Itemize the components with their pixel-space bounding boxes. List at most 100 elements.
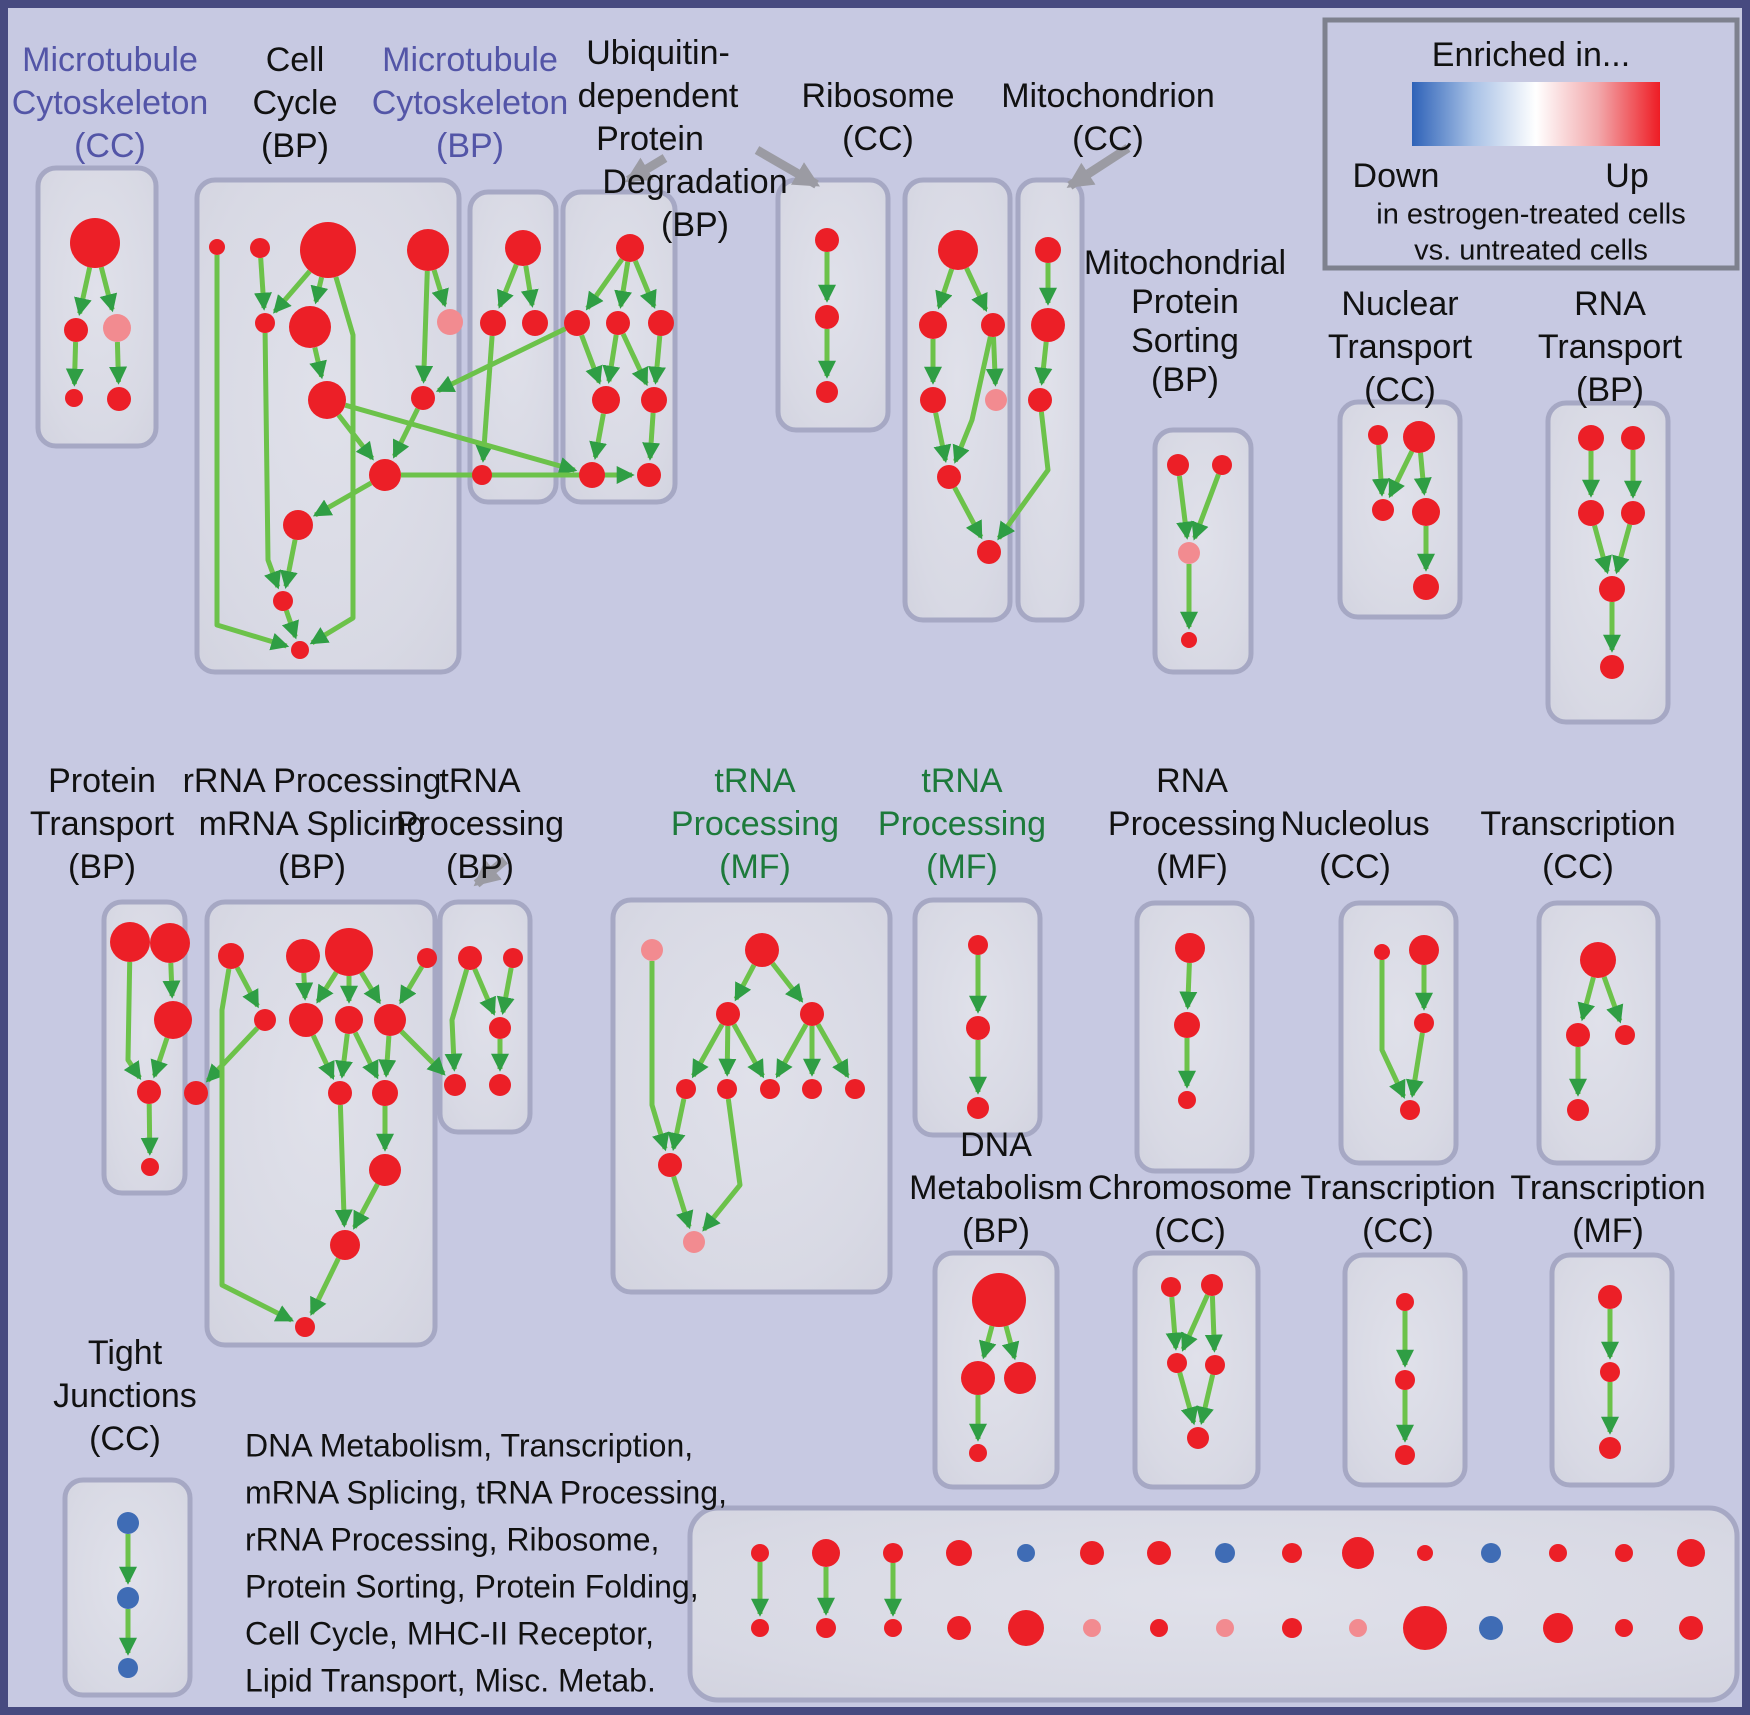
cluster-label-rna-transport-bp: (BP) xyxy=(1576,371,1644,409)
edge-trna-processing-mf-large xyxy=(718,1025,737,1077)
go-term-node-transcription-cc-upper-0 xyxy=(1580,942,1616,978)
edge-rna-transport-bp xyxy=(1612,523,1633,575)
nodes xyxy=(64,82,1705,1678)
go-term-node-trna-processing-mf-large-4 xyxy=(676,1079,696,1099)
go-term-node-ribosome-cc-3 xyxy=(920,387,946,413)
go-term-node-rrna-processing-mrna-splicing-bp-0 xyxy=(218,943,244,969)
cluster-box-dna-metabolism-bp xyxy=(932,1250,1060,1490)
go-term-node-mitochondrial-protein-sorting-bp-1 xyxy=(1212,455,1232,475)
go-term-node-chromosome-cc-3 xyxy=(1205,1355,1225,1375)
go-term-node-dna-metabolism-bp-3 xyxy=(969,1444,987,1462)
edge-nuclear-transport-cc xyxy=(1387,450,1415,499)
misc-category-text-line: Cell Cycle, MHC-II Receptor, xyxy=(245,1615,654,1651)
go-term-node-microtubule-cytoskeleton-cc-0 xyxy=(70,218,120,268)
misc-node-bottom-12 xyxy=(1543,1613,1573,1643)
go-term-node-microtubule-cytoskeleton-bp-0 xyxy=(505,230,541,266)
go-term-node-ubiquitin-degradation-second-box-0 xyxy=(815,228,839,252)
go-term-node-rna-transport-bp-4 xyxy=(1599,576,1625,602)
edge-protein-transport-bp xyxy=(140,1103,159,1156)
misc-node-top-1 xyxy=(812,1539,840,1567)
edge-nuclear-transport-cc xyxy=(1371,444,1390,497)
go-term-node-nuclear-transport-cc-3 xyxy=(1412,498,1440,526)
edge-cell-cycle-bp xyxy=(262,332,282,590)
cluster-label-ubiquitin-dependent-protein-degradation-bp: (BP) xyxy=(661,206,729,244)
cluster-label-ubiquitin-dependent-protein-degradation-bp: Degradation xyxy=(602,163,787,201)
cluster-box-chromosome-cc xyxy=(1132,1250,1261,1490)
cluster-label-rna-processing-mf: Processing xyxy=(1108,805,1276,843)
misc-node-bottom-11 xyxy=(1479,1616,1503,1640)
go-term-node-nucleolus-cc-2 xyxy=(1414,1013,1434,1033)
go-term-node-transcription-mf-0 xyxy=(1598,1285,1622,1309)
cluster-label-rrna-processing-mrna-splicing-bp: mRNA Splicing xyxy=(199,805,426,843)
edge-ubiquitin-dependent-protein-degradation-bp xyxy=(642,412,661,461)
go-term-node-ubiquitin-degradation-second-box-1 xyxy=(815,305,839,329)
go-term-node-rna-processing-mf-2 xyxy=(1178,1091,1196,1109)
cluster-box-rna-processing-mf xyxy=(1134,900,1255,1174)
misc-node-bottom-6 xyxy=(1150,1619,1168,1637)
cluster-label-microtubule-cytoskeleton-bp: Cytoskeleton xyxy=(372,84,569,122)
go-term-node-ribosome-cc-1 xyxy=(919,311,947,339)
go-term-node-tight-junctions-cc-0 xyxy=(117,1512,139,1534)
cluster-label-mitochondrion-cc: Mitochondrion xyxy=(1001,77,1215,115)
cluster-label-cell-cycle-bp: Cycle xyxy=(252,84,337,122)
misc-node-top-9 xyxy=(1342,1537,1374,1569)
cluster-label-trna-processing-bp: (BP) xyxy=(446,848,514,886)
edge-transcription-cc-upper xyxy=(1577,976,1596,1022)
go-term-node-rrna-processing-mrna-splicing-bp-9 xyxy=(328,1081,352,1105)
go-term-node-rrna-processing-mrna-splicing-bp-5 xyxy=(289,1003,323,1037)
edge-ubiquitin-dependent-protein-degradation-bp xyxy=(579,334,603,385)
cluster-label-chromosome-cc: (CC) xyxy=(1154,1212,1226,1250)
edge-trna-processing-mf-large xyxy=(733,963,757,1002)
cluster-label-trna-processing-mf-small: (MF) xyxy=(926,848,998,886)
cluster-label-tight-junctions-cc: Tight xyxy=(88,1334,163,1372)
edge-trna-processing-mf-large xyxy=(775,1023,809,1079)
go-term-node-microtubule-cytoskeleton-cc-2 xyxy=(103,314,131,342)
go-term-node-ribosome-cc-5 xyxy=(937,465,961,489)
cluster-box-transcription-cc-upper xyxy=(1536,900,1661,1166)
misc-node-bottom-4 xyxy=(1008,1610,1044,1646)
go-term-node-rrna-processing-mrna-splicing-bp-8 xyxy=(184,1081,208,1105)
cluster-label-transcription-cc-upper: (CC) xyxy=(1542,848,1614,886)
go-term-node-cell-cycle-bp-7 xyxy=(308,381,346,419)
edge-nuclear-transport-cc xyxy=(1413,452,1432,496)
edge-trna-processing-mf-large xyxy=(649,961,670,1152)
go-term-node-chromosome-cc-2 xyxy=(1167,1353,1187,1373)
go-term-node-protein-transport-bp-3 xyxy=(137,1080,161,1104)
cluster-label-trna-processing-mf-small: Processing xyxy=(878,805,1046,843)
cross-edge xyxy=(399,1029,446,1076)
legend-title: Enriched in... xyxy=(1432,36,1630,74)
cluster-box-microtubule-cytoskeleton-cc xyxy=(35,165,159,449)
cluster-label-rna-processing-mf: RNA xyxy=(1156,762,1228,800)
go-term-node-rrna-processing-mrna-splicing-bp-4 xyxy=(254,1009,276,1031)
cluster-label-microtubule-cytoskeleton-bp: Microtubule xyxy=(382,41,558,79)
go-term-node-ubiquitin-dependent-protein-degradation-bp-0 xyxy=(616,234,644,262)
cluster-label-dna-metabolism-bp: (BP) xyxy=(962,1212,1030,1250)
go-term-node-transcription-cc-lower-0 xyxy=(1396,1293,1414,1311)
go-term-node-transcription-cc-upper-3 xyxy=(1567,1099,1589,1121)
edge-protein-transport-bp xyxy=(162,962,181,999)
cluster-label-microtubule-cytoskeleton-cc: Cytoskeleton xyxy=(12,84,209,122)
edge-ribosome-cc xyxy=(964,267,989,313)
edge-mitochondrion-cc xyxy=(1034,341,1053,386)
cluster-label-rna-processing-mf: (MF) xyxy=(1156,848,1228,886)
cluster-label-transcription-mf: (MF) xyxy=(1572,1212,1644,1250)
cluster-label-tight-junctions-cc: (CC) xyxy=(89,1420,161,1458)
edge-nucleolus-cc xyxy=(1379,960,1406,1099)
go-term-node-trna-processing-mf-small-0 xyxy=(968,935,988,955)
go-term-node-cell-cycle-bp-11 xyxy=(273,591,293,611)
edge-trna-processing-mf-large xyxy=(691,1023,725,1079)
go-term-node-cell-cycle-bp-8 xyxy=(411,386,435,410)
edge-ubiquitin-dependent-protein-degradation-bp xyxy=(614,261,633,309)
edge-trna-processing-bp xyxy=(496,967,515,1015)
go-term-node-microtubule-cytoskeleton-bp-1 xyxy=(480,310,506,336)
edge-protein-transport-bp xyxy=(150,1037,170,1079)
edge-microtubule-cytoskeleton-bp xyxy=(497,263,519,309)
edge-chromosome-cc xyxy=(1177,1371,1199,1426)
edge-cell-cycle-bp xyxy=(336,413,375,461)
cluster-label-ribosome-cc: Ribosome xyxy=(801,77,954,115)
edge-cell-cycle-bp xyxy=(312,480,373,518)
edge-trna-processing-mf-large xyxy=(815,1023,850,1079)
edge-cell-cycle-bp xyxy=(310,276,329,305)
edge-cell-cycle-bp xyxy=(431,269,449,308)
go-term-node-trna-processing-mf-large-6 xyxy=(760,1079,780,1099)
